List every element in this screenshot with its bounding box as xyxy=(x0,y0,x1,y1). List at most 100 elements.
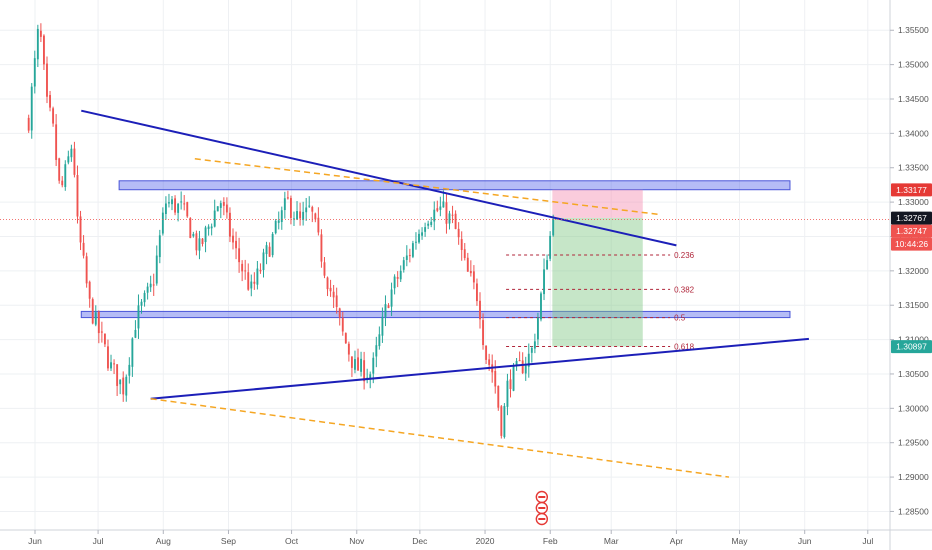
candle-body xyxy=(479,300,481,320)
candle-body xyxy=(274,220,277,234)
candle-body xyxy=(61,180,64,186)
candle-body xyxy=(256,268,259,285)
candle-body xyxy=(158,235,161,258)
candle-body xyxy=(515,361,518,366)
short-position-tool xyxy=(552,189,643,347)
fib-level-label: 0.5 xyxy=(674,314,686,323)
candle-body xyxy=(436,208,439,211)
candle-body xyxy=(506,380,509,407)
candle-body xyxy=(518,360,521,362)
price-tag-bg xyxy=(891,183,932,197)
candle-body xyxy=(33,58,36,87)
y-tick-label: 1.29500 xyxy=(898,438,929,448)
candle-body xyxy=(399,270,402,280)
x-tick-label: Feb xyxy=(543,536,558,546)
candle-body xyxy=(433,209,436,222)
candle-body xyxy=(259,269,262,272)
candle-body xyxy=(186,202,189,217)
price-tag-bg xyxy=(891,224,932,238)
y-tick-label: 1.33000 xyxy=(898,197,929,207)
candle-body xyxy=(430,221,433,225)
candle-body xyxy=(149,283,152,288)
candle-body xyxy=(131,338,134,367)
candle-body xyxy=(527,353,530,367)
candle-body xyxy=(454,213,457,229)
candle-body xyxy=(110,362,112,369)
candle-body xyxy=(500,406,503,436)
candle-body xyxy=(369,374,372,379)
candle-body xyxy=(469,271,472,274)
candle-body xyxy=(107,346,109,369)
candle-body xyxy=(536,317,539,340)
candle-body xyxy=(439,206,442,210)
candle-body xyxy=(317,217,320,233)
candle-body xyxy=(305,207,308,213)
candle-body xyxy=(219,203,222,208)
candle-body xyxy=(445,202,448,224)
candle-body xyxy=(39,30,42,37)
fib-level-label: 0.236 xyxy=(674,251,695,260)
candle-body xyxy=(335,295,338,308)
candle-body xyxy=(94,312,97,325)
candle-body xyxy=(457,228,460,238)
candle-body xyxy=(268,246,271,257)
candle-body xyxy=(375,345,378,357)
candle-body xyxy=(171,199,173,205)
x-tick-label: Apr xyxy=(670,536,683,546)
economic-event-flag-icon xyxy=(538,496,546,498)
candle-body xyxy=(314,213,317,220)
time-axis[interactable]: Jun Jul Aug Sep Oct Nov Dec 2020 Feb Mar Apr May Jun… xyxy=(0,529,932,546)
candle-body xyxy=(125,376,128,396)
event-markers xyxy=(535,490,549,526)
candle-body xyxy=(533,341,536,349)
candle-body xyxy=(140,301,143,306)
candle-body xyxy=(177,203,180,213)
candle-body xyxy=(128,364,131,376)
candle-body xyxy=(299,211,302,219)
x-tick-label: Sep xyxy=(221,536,236,546)
price-tag-bg xyxy=(891,340,932,354)
x-tick-label: Mar xyxy=(604,536,619,546)
y-tick-label: 1.31500 xyxy=(898,300,929,310)
y-tick-label: 1.34500 xyxy=(898,94,929,104)
x-tick-label: Aug xyxy=(156,536,171,546)
candle-body xyxy=(137,305,140,329)
candle-body xyxy=(418,233,420,243)
economic-event-flag-icon xyxy=(538,507,546,509)
candle-body xyxy=(482,320,484,346)
price-axis[interactable]: 1.35500 1.35000 1.34500 1.34000 1.33500 1.330… xyxy=(889,0,929,550)
candle-body xyxy=(390,289,393,307)
x-tick-label: Jul xyxy=(862,536,873,546)
candle-body xyxy=(174,198,177,213)
y-tick-label: 1.33500 xyxy=(898,163,929,173)
take-profit-area xyxy=(552,217,643,347)
candle-body xyxy=(524,365,527,374)
x-tick-label: Jun xyxy=(28,536,42,546)
candle-body xyxy=(210,226,213,229)
candle-body xyxy=(463,249,466,259)
candle-body xyxy=(122,377,125,395)
candle-body xyxy=(204,227,207,243)
candle-body xyxy=(265,245,268,255)
candle-body xyxy=(180,201,183,203)
candle-body xyxy=(42,35,45,65)
candle-body xyxy=(323,262,326,276)
candle-body xyxy=(320,234,323,262)
candle-body xyxy=(222,202,225,206)
candle-body xyxy=(442,201,445,208)
candle-body xyxy=(192,233,195,237)
candle-body xyxy=(134,329,137,338)
support-resistance-zone xyxy=(80,310,791,319)
trendlines xyxy=(81,109,809,478)
candle-body xyxy=(485,345,488,360)
candle-body xyxy=(235,240,237,249)
candle-body xyxy=(521,360,524,374)
price-tag-label: 1.30897 xyxy=(896,342,927,352)
price-tag-label: 1.32767 xyxy=(896,213,927,223)
x-tick-label: 2020 xyxy=(476,536,495,546)
candle-body xyxy=(161,212,164,234)
candle-body xyxy=(88,281,91,299)
fib-level-label: 0.382 xyxy=(674,285,695,294)
candle-body xyxy=(58,158,61,181)
